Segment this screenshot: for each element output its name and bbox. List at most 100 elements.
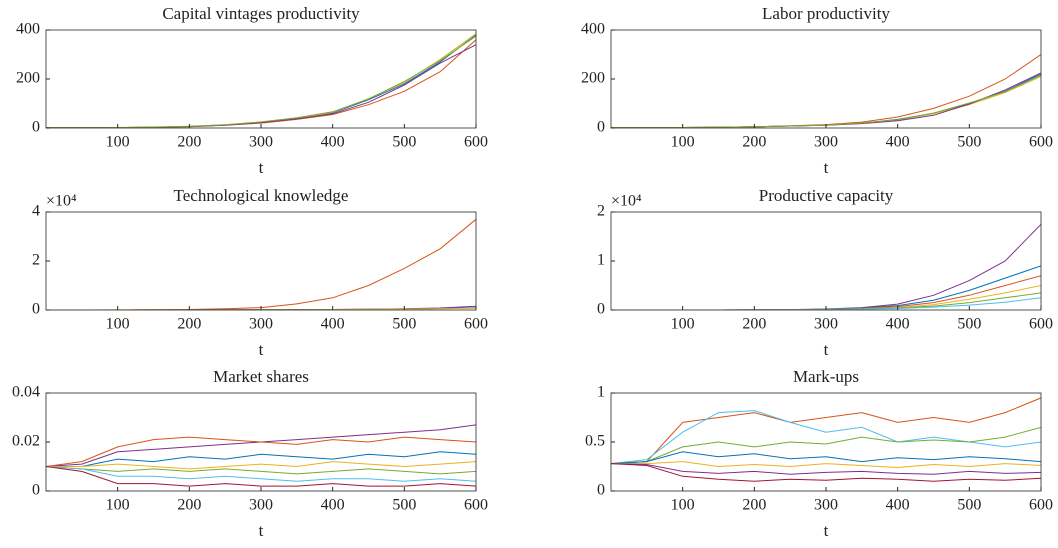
series-line — [46, 39, 476, 128]
y-tick-label: 0 — [597, 482, 605, 499]
x-axis-label: t — [259, 158, 264, 177]
x-tick-label: 300 — [249, 134, 273, 151]
x-tick-label: 500 — [392, 134, 416, 151]
x-tick-label: 200 — [177, 497, 201, 514]
series-line — [611, 426, 1041, 465]
x-tick-label: 300 — [814, 134, 838, 151]
x-tick-label: 200 — [742, 497, 766, 514]
series-line — [611, 451, 1041, 465]
chart-title: Mark-ups — [793, 367, 859, 386]
x-tick-label: 500 — [392, 497, 416, 514]
x-tick-label: 100 — [106, 497, 130, 514]
series-line — [46, 218, 476, 310]
x-axis-label: t — [824, 158, 829, 177]
plot-lines — [611, 397, 1041, 482]
series-line — [611, 54, 1041, 128]
y-tick-label: 0 — [597, 119, 605, 136]
x-tick-label: 200 — [177, 134, 201, 151]
plot-lines — [46, 424, 476, 487]
x-tick-label: 300 — [814, 497, 838, 514]
series-line — [611, 463, 1041, 482]
y-tick-label: 0.02 — [12, 433, 40, 450]
x-tick-label: 400 — [886, 134, 910, 151]
x-tick-label: 400 — [321, 134, 345, 151]
y-tick-label: 200 — [581, 70, 605, 87]
chart-title: Market shares — [213, 367, 309, 386]
y-tick-label: 1 — [597, 384, 605, 401]
series-line — [46, 466, 476, 482]
y-tick-label: 0 — [32, 301, 40, 318]
x-tick-label: 100 — [106, 134, 130, 151]
x-tick-label: 600 — [1029, 497, 1053, 514]
y-tick-label: 0 — [597, 301, 605, 318]
x-tick-label: 600 — [464, 134, 488, 151]
x-tick-label: 300 — [814, 316, 838, 333]
y-tick-label: 1 — [597, 252, 605, 269]
series-line — [611, 463, 1041, 475]
x-tick-label: 100 — [671, 497, 695, 514]
axes-box — [45, 211, 477, 311]
x-tick-label: 200 — [177, 316, 201, 333]
x-tick-label: 600 — [1029, 316, 1053, 333]
axes-box — [610, 29, 1042, 129]
y-tick-label: 0 — [32, 119, 40, 136]
x-tick-label: 500 — [957, 316, 981, 333]
series-line — [611, 410, 1041, 465]
x-tick-label: 400 — [321, 316, 345, 333]
x-tick-label: 400 — [321, 497, 345, 514]
x-tick-label: 100 — [671, 134, 695, 151]
axes-box — [610, 211, 1042, 311]
x-tick-label: 400 — [886, 497, 910, 514]
x-tick-label: 300 — [249, 316, 273, 333]
y-tick-label: 2 — [32, 252, 40, 269]
chart-title: Capital vintages productivity — [162, 4, 360, 23]
x-tick-label: 100 — [106, 316, 130, 333]
x-tick-label: 200 — [742, 134, 766, 151]
x-tick-label: 500 — [957, 134, 981, 151]
plot-lines — [611, 54, 1041, 128]
series-line — [611, 265, 1041, 310]
x-tick-label: 300 — [249, 497, 273, 514]
x-axis-label: t — [824, 340, 829, 359]
x-tick-label: 200 — [742, 316, 766, 333]
y-tick-label: 2 — [597, 203, 605, 220]
chart-title: Technological knowledge — [174, 186, 349, 205]
plot-lines — [611, 223, 1041, 310]
series-line — [46, 466, 476, 487]
series-line — [46, 451, 476, 467]
series-line — [46, 466, 476, 475]
axes-box — [610, 392, 1042, 492]
y-tick-label: 0.04 — [12, 384, 40, 401]
series-line — [46, 35, 476, 128]
x-tick-label: 600 — [464, 316, 488, 333]
chart-title: Labor productivity — [762, 4, 890, 23]
series-line — [611, 397, 1041, 465]
plot-lines — [46, 218, 476, 310]
y-tick-label: 400 — [581, 21, 605, 38]
series-line — [611, 461, 1041, 469]
series-line — [46, 436, 476, 467]
y-tick-label: 400 — [16, 21, 40, 38]
chart-title: Productive capacity — [759, 186, 894, 205]
x-axis-label: t — [259, 521, 264, 540]
x-tick-label: 600 — [464, 497, 488, 514]
y-exponent: ×10⁴ — [611, 193, 642, 210]
plot-lines — [46, 33, 476, 128]
x-tick-label: 100 — [671, 316, 695, 333]
series-line — [46, 34, 476, 128]
y-tick-label: 0.5 — [585, 433, 605, 450]
y-tick-label: 200 — [16, 70, 40, 87]
x-tick-label: 500 — [957, 497, 981, 514]
x-tick-label: 600 — [1029, 134, 1053, 151]
x-axis-label: t — [259, 340, 264, 359]
x-tick-label: 400 — [886, 316, 910, 333]
series-line — [46, 461, 476, 470]
y-tick-label: 0 — [32, 482, 40, 499]
y-exponent: ×10⁴ — [46, 193, 77, 210]
x-tick-label: 500 — [392, 316, 416, 333]
series-line — [611, 223, 1041, 310]
x-axis-label: t — [824, 521, 829, 540]
series-line — [46, 44, 476, 128]
